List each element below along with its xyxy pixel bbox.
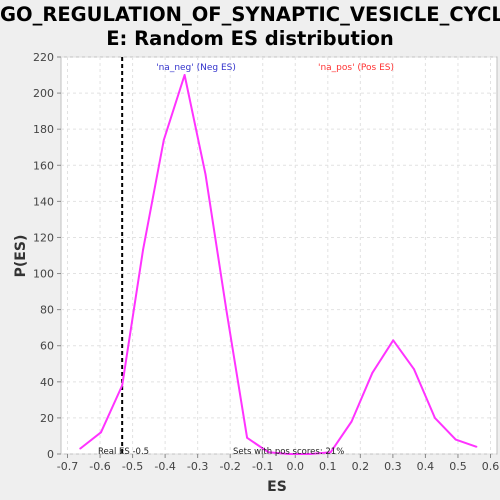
y-tick-label: 80 (40, 304, 54, 317)
data-point (225, 308, 228, 311)
data-point (142, 249, 144, 251)
data-point (350, 420, 353, 423)
x-tick-label: -0.7 (57, 460, 78, 473)
annotations: 'na_neg' (Neg ES) 'na_pos' (Pos ES) Real… (98, 63, 394, 457)
data-point (100, 431, 102, 434)
grid (61, 56, 497, 455)
real-es-label: Real ES -0.5 (98, 447, 149, 457)
y-tick-label: 100 (33, 268, 54, 281)
x-tick-label: 0.2 (352, 460, 370, 473)
x-tick-label: 0.4 (417, 460, 435, 473)
data-point (413, 368, 415, 371)
data-point (79, 447, 82, 450)
x-tick-label: -0.2 (219, 460, 240, 473)
x-axis-label: ES (267, 479, 287, 495)
data-point (475, 445, 478, 448)
plot-background (60, 56, 498, 455)
data-point (183, 74, 186, 76)
data-point (309, 453, 311, 455)
pos-scores-label: Sets with pos scores: 21% (233, 447, 344, 457)
data-point (204, 173, 207, 176)
x-tick-label: -0.5 (122, 460, 143, 473)
x-tick-label: -0.4 (154, 460, 175, 473)
x-tick-label: -0.3 (187, 460, 208, 473)
x-tick-label: 0.0 (287, 460, 305, 473)
y-tick-label: 160 (33, 159, 54, 172)
x-tick-label: 0.1 (319, 460, 337, 473)
y-tick-label: 60 (40, 340, 54, 353)
y-tick-label: 140 (33, 195, 54, 208)
y-tick-label: 40 (40, 376, 54, 389)
pos-es-label: 'na_pos' (Pos ES) (318, 63, 394, 73)
y-axis-label: P(ES) (13, 235, 29, 278)
data-point (288, 453, 290, 455)
x-tick-label: 0.3 (384, 460, 402, 473)
x-tick-label: -0.6 (89, 460, 110, 473)
y-tick-label: 120 (33, 231, 54, 244)
data-point (246, 436, 249, 439)
y-tick-label: 180 (33, 123, 54, 136)
data-point (267, 451, 270, 454)
axes: -0.7 -0.6 -0.5 -0.4 -0.3 -0.2 -0.1 0.0 0.1 0.2 0.3… (33, 51, 499, 473)
chart-title-line1: GO_REGULATION_OF_SYNAPTIC_VESICLE_CYCL (0, 3, 500, 26)
data-point (392, 339, 395, 342)
y-tick-label: 220 (33, 51, 54, 64)
neg-es-label: 'na_neg' (Neg ES) (156, 63, 236, 73)
data-point (371, 371, 374, 374)
data-point (162, 139, 165, 141)
data-point (433, 417, 436, 419)
series-line (79, 74, 477, 455)
data-point (454, 438, 457, 441)
y-tick-label: 0 (47, 448, 54, 461)
x-tick-label: -0.1 (252, 460, 273, 473)
y-tick-label: 20 (40, 412, 54, 425)
data-point (121, 384, 124, 387)
chart-title-line2: E: Random ES distribution (106, 27, 394, 50)
series (79, 57, 478, 455)
x-tick-label: 0.5 (449, 460, 467, 473)
y-tick-label: 200 (33, 87, 54, 100)
x-tick-label: 0.6 (482, 460, 500, 473)
data-point (329, 451, 332, 454)
